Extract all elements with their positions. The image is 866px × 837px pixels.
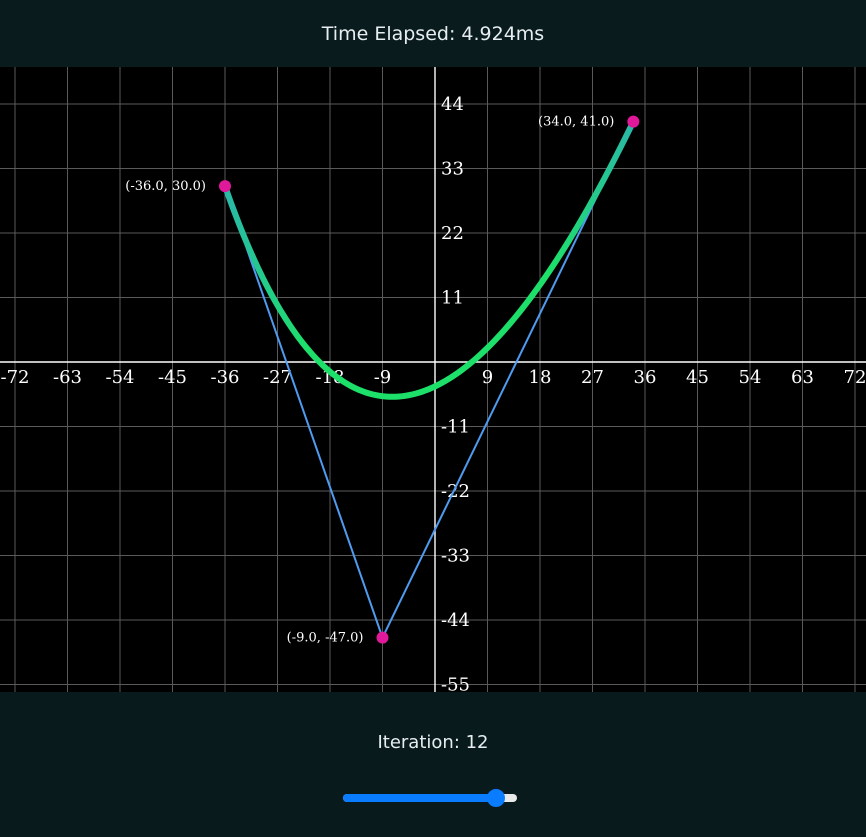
footer-panel: Iteration: 12 xyxy=(0,692,866,837)
control-point-label: (-9.0, -47.0) xyxy=(287,631,364,646)
axes xyxy=(0,67,866,692)
y-tick-label: -33 xyxy=(441,546,470,567)
bezier-plot[interactable]: -72 -63 -54 -45 -36 -27 -18 -9 9 18 27 36 45 54 63 72 44… xyxy=(0,67,866,692)
x-tick-label: 54 xyxy=(739,367,762,388)
x-tick-label: -18 xyxy=(316,367,345,388)
control-point[interactable] xyxy=(627,115,640,128)
x-tick-label: 63 xyxy=(791,367,814,388)
y-tick-label: -55 xyxy=(441,675,470,693)
control-points[interactable]: (-36.0, 30.0) (-9.0, -47.0) (34.0, 41.0) xyxy=(125,115,640,646)
x-tick-label: -36 xyxy=(211,367,240,388)
y-tick-label: 33 xyxy=(441,159,464,180)
x-tick-label: 36 xyxy=(634,367,657,388)
time-elapsed-label: Time Elapsed: 4.924ms xyxy=(321,22,545,45)
x-tick-label: -45 xyxy=(158,367,187,388)
bezier-curve-path xyxy=(222,118,637,400)
control-point[interactable] xyxy=(219,180,231,193)
iteration-slider[interactable] xyxy=(343,789,517,807)
y-tick-label: -44 xyxy=(441,610,470,631)
control-point[interactable] xyxy=(376,631,389,644)
y-tick-label: -22 xyxy=(441,481,470,502)
x-tick-label: 72 xyxy=(844,367,866,388)
x-tick-label: 27 xyxy=(581,367,604,388)
x-tick-label: -72 xyxy=(1,367,30,388)
chart-svg: -72 -63 -54 -45 -36 -27 -18 -9 9 18 27 36 45 54 63 72 44… xyxy=(0,67,866,692)
x-tick-label: -63 xyxy=(53,367,82,388)
header-bar: Time Elapsed: 4.924ms xyxy=(0,0,866,67)
x-tick-label: 18 xyxy=(529,367,552,388)
x-tick-label: -9 xyxy=(374,367,392,388)
y-tick-label: 22 xyxy=(441,223,464,244)
control-point-label: (34.0, 41.0) xyxy=(538,115,614,130)
tick-labels: -72 -63 -54 -45 -36 -27 -18 -9 9 18 27 36 45 54 63 72 44… xyxy=(1,94,866,692)
grid-lines xyxy=(0,67,866,692)
x-tick-label: 45 xyxy=(686,367,709,388)
y-tick-label: -11 xyxy=(441,417,470,438)
control-point-label: (-36.0, 30.0) xyxy=(125,179,206,194)
slider-fill xyxy=(343,794,496,802)
bezier-curve xyxy=(222,118,637,400)
y-tick-label: 44 xyxy=(441,94,464,115)
x-tick-label: -27 xyxy=(263,367,292,388)
x-tick-label: -54 xyxy=(106,367,135,388)
iteration-label: Iteration: 12 xyxy=(377,732,489,753)
slider-thumb[interactable] xyxy=(487,789,505,807)
x-tick-label: 9 xyxy=(482,367,493,388)
y-tick-label: 11 xyxy=(441,288,464,309)
